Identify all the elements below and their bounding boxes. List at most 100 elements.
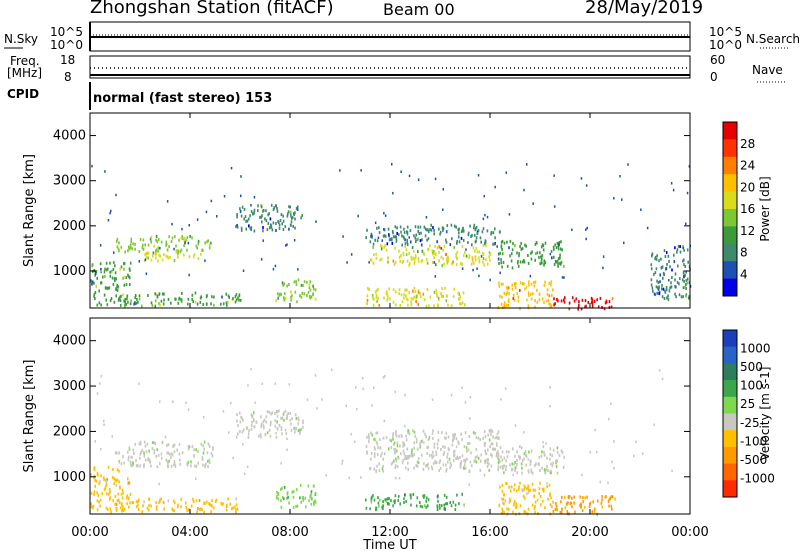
data-cell [116, 507, 118, 511]
data-cell [417, 250, 419, 254]
data-cell [385, 498, 387, 502]
data-cell [395, 459, 398, 463]
data-cell [108, 487, 111, 491]
data-cell [474, 255, 477, 259]
data-cell [321, 398, 323, 401]
data-cell [357, 214, 359, 218]
data-cell [425, 216, 428, 219]
data-cell [534, 280, 537, 284]
data-cell [137, 300, 139, 304]
data-cell [558, 454, 561, 457]
data-cell [561, 507, 563, 511]
y-tick-label: 2000 [53, 219, 86, 234]
data-cell [406, 238, 408, 242]
data-cell [96, 303, 99, 307]
data-cell [302, 421, 304, 425]
data-cell [90, 491, 93, 495]
data-cell [534, 464, 536, 467]
data-cell [150, 258, 153, 262]
data-cell [375, 470, 378, 473]
data-cell [242, 443, 244, 446]
data-cell [463, 466, 465, 470]
data-cell [388, 233, 390, 237]
data-cell [94, 273, 96, 277]
data-cell [661, 287, 663, 291]
data-cell [582, 496, 584, 500]
data-cell [143, 500, 145, 504]
data-cell [413, 441, 416, 445]
data-cell [115, 294, 117, 298]
data-cell [242, 418, 244, 422]
data-cell [381, 505, 383, 509]
data-cell [290, 428, 293, 432]
data-cell [427, 237, 430, 241]
data-cell [682, 271, 685, 275]
data-cell [447, 435, 450, 439]
data-cell [439, 466, 442, 470]
data-cell [286, 284, 288, 288]
data-cell [661, 377, 664, 381]
data-cell [515, 506, 518, 510]
colorbar-tick-label: 1000 [740, 342, 771, 356]
data-cell [392, 300, 395, 304]
data-cell [474, 240, 477, 244]
data-cell [480, 255, 483, 258]
data-cell [651, 254, 653, 258]
data-cell [398, 292, 400, 296]
data-cell [289, 210, 292, 214]
data-cell [480, 453, 483, 457]
data-cell [403, 293, 405, 297]
data-cell [492, 435, 494, 439]
x-tick-label: 00:00 [671, 525, 708, 540]
data-cell [525, 244, 527, 248]
data-cell [526, 492, 528, 496]
data-cell [134, 247, 136, 251]
data-cell [166, 200, 169, 203]
data-cell [118, 249, 120, 253]
data-cell [391, 237, 393, 241]
data-cell [678, 293, 681, 297]
data-cell [290, 220, 293, 224]
data-cell [490, 428, 492, 432]
data-cell [507, 286, 510, 290]
data-cell [119, 485, 121, 489]
data-cell [205, 500, 208, 504]
data-cell [245, 227, 248, 231]
data-cell [410, 493, 412, 497]
data-cell [370, 232, 373, 236]
data-cell [426, 258, 428, 261]
data-cell [424, 504, 426, 508]
data-cell [510, 259, 513, 263]
data-cell [663, 249, 666, 253]
data-cell [270, 420, 272, 424]
data-cell [683, 263, 685, 267]
data-cell [509, 239, 512, 243]
data-cell [122, 505, 124, 509]
data-cell [663, 297, 666, 300]
data-cell [440, 448, 442, 451]
data-cell [135, 500, 138, 504]
data-cell [390, 499, 392, 503]
data-cell [534, 510, 536, 514]
data-cell [235, 497, 237, 501]
data-cell [296, 504, 299, 508]
data-cell [274, 412, 276, 415]
data-cell [472, 226, 475, 230]
data-cell [291, 216, 293, 220]
data-cell [403, 442, 405, 446]
data-cell [458, 297, 461, 301]
data-cell [203, 510, 205, 514]
data-cell [379, 258, 381, 262]
data-cell [499, 251, 501, 255]
data-cell [502, 497, 505, 501]
data-cell [589, 451, 591, 454]
noise-points [94, 367, 673, 486]
data-cell [391, 230, 394, 233]
data-cell [246, 465, 249, 468]
data-cell [239, 430, 241, 433]
data-cell [665, 286, 668, 289]
data-cell [128, 481, 131, 485]
data-cell [536, 288, 538, 292]
data-cell [294, 217, 296, 221]
data-cell [207, 442, 210, 446]
